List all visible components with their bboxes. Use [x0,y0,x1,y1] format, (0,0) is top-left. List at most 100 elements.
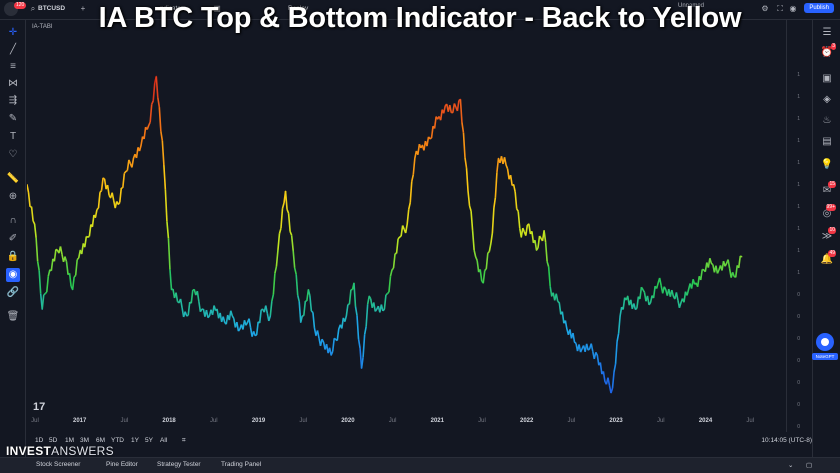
notifications-icon[interactable]: 🔔 49 [820,250,836,265]
indicator-point [117,203,119,205]
indicator-line-segment [473,249,477,257]
broadcast-icon[interactable]: ≫ 10 [821,227,836,242]
indicator-line-segment [73,274,77,278]
layers-icon[interactable]: ◈ [823,94,831,105]
stay-drawing-icon[interactable]: ✐ [8,233,18,244]
fullscreen-icon[interactable]: ⛶ [777,4,783,13]
indicator-line-segment [417,144,421,155]
magnet-icon[interactable]: ∩ [9,215,17,226]
minimize-icon[interactable]: ⌄ [788,462,794,469]
zoom-icon[interactable]: ⊕ [8,191,18,202]
indicator-line-segment [348,289,352,305]
range-button-1d[interactable]: 1D [35,437,44,444]
chart-pane[interactable]: IA-TABI 1 1 1 1 1 1 1 1 1 1 0 0 0 0 0 0 0 [27,20,810,432]
projection-icon[interactable]: ⇶ [8,95,18,106]
indicator-line-segment [442,105,447,114]
range-button-1y[interactable]: 1Y [131,437,139,444]
range-button-ytd[interactable]: YTD [111,437,124,444]
time-tick-label: 2017 [73,418,87,424]
range-button-5y[interactable]: 5Y [145,437,153,444]
indicator-point [178,302,180,304]
indicator-line-segment [111,192,115,201]
range-button-6m[interactable]: 6M [96,437,106,444]
indicator-point [528,223,530,225]
chat-icon[interactable]: ✉ 15 [822,181,836,196]
indicator-line-segment [512,184,516,193]
range-button-5d[interactable]: 5D [49,437,58,444]
time-tick-label: Jul [120,418,129,424]
indicator-line-segment [296,294,301,302]
heart-icon[interactable]: ♡ [8,149,18,160]
range-button-all[interactable]: All [160,437,168,444]
indicator-legend[interactable]: IA-TABI [32,24,53,30]
bottom-tab-strategy-tester[interactable]: Strategy Tester [157,461,201,468]
indicator-line-segment [149,104,153,123]
watchlist-icon[interactable]: ☰ [822,27,832,38]
indicator-line-segment [135,147,139,159]
indicator-line-segment [198,301,202,312]
trash-icon[interactable]: 🗑 [6,311,20,322]
indicator-line-segment [292,250,296,268]
hotlist-icon[interactable]: ♨ [822,115,832,126]
search-icon[interactable]: ⌕ [30,4,36,13]
date-range-icon[interactable]: ⌗ [182,437,186,444]
indicator-line-segment [412,158,416,175]
indicator-line-segment [289,231,293,236]
ideas-icon[interactable]: 💡 [820,159,834,170]
hide-drawings-icon[interactable]: ◉ [6,268,20,282]
indicator-point [262,308,264,310]
indicator-line-segment [30,206,34,222]
ruler-icon[interactable]: 📏 [6,173,20,184]
alerts-icon[interactable]: ⏰ 3 [820,43,836,58]
indicator-point [277,249,279,251]
indicator-line-segment [298,301,302,323]
brush-icon[interactable]: ✎ [8,113,18,124]
symbol-search[interactable]: BTCUSD [38,5,66,12]
range-button-3m[interactable]: 3M [80,437,90,444]
link-icon[interactable]: 🔗 [6,287,20,298]
indicator-line-segment [543,230,547,243]
text-icon[interactable]: T [9,131,17,142]
indicator-line-segment [493,197,497,209]
indicator-point [322,341,325,343]
crosshair-icon[interactable]: ✛ [8,27,18,38]
indicator-line-segment [392,253,396,269]
fib-icon[interactable]: ≡ [10,61,16,72]
add-symbol-icon[interactable]: + [80,4,86,13]
streams-icon[interactable]: ◎ 99+ [822,204,836,219]
lock-icon[interactable]: 🔒 [6,251,20,262]
indicator-point [140,144,142,146]
layout-icon[interactable]: ▦ [213,4,221,13]
replay-button[interactable]: Replay [288,5,309,12]
indicators-button[interactable]: ndicators [160,5,187,12]
indicator-line-segment [636,296,640,309]
settings-icon[interactable]: ⚙ [761,4,769,13]
bottom-tab-stock-screener[interactable]: Stock Screener [36,461,81,468]
pattern-icon[interactable]: ⋈ [8,78,18,89]
indicator-line-segment [468,205,472,212]
indicator-line-segment [68,273,72,287]
indicator-line-segment [579,348,583,353]
trendline-icon[interactable]: ╱ [9,44,17,55]
clock-timezone[interactable]: 10:14:05 (UTC-8) [761,437,812,444]
account-menu[interactable]: 120 [4,2,27,16]
notegpt-widget[interactable]: NoteGPT [812,333,838,363]
bottom-tab-pine-editor[interactable]: Pine Editor [106,461,138,468]
bottom-tab-trading-panel[interactable]: Trading Panel [221,461,262,468]
maximize-icon[interactable]: ▢ [806,462,813,469]
indicator-point [102,177,104,179]
calendar-icon[interactable]: ▣ [822,73,832,84]
layout-name[interactable]: Unnamed [678,3,705,9]
time-axis[interactable]: Jul 2017 Jul 2018 Jul 2019 Jul 2020 Jul 2021 Jul 20… [27,415,782,429]
price-axis[interactable]: 1 1 1 1 1 1 1 1 1 1 0 0 0 0 0 0 0 [786,20,810,432]
indicator-line-segment [160,131,164,141]
indicator-line-segment [649,295,653,303]
range-button-1m[interactable]: 1M [65,437,75,444]
events-icon[interactable]: ▤ [822,136,832,147]
price-tick-label: 1 [797,160,800,166]
camera-icon[interactable]: ◉ [789,4,797,13]
price-tick-label: 0 [797,380,800,386]
indicator-point [475,256,477,258]
indicator-line-segment [312,312,316,329]
publish-button[interactable]: Publish [804,3,834,13]
